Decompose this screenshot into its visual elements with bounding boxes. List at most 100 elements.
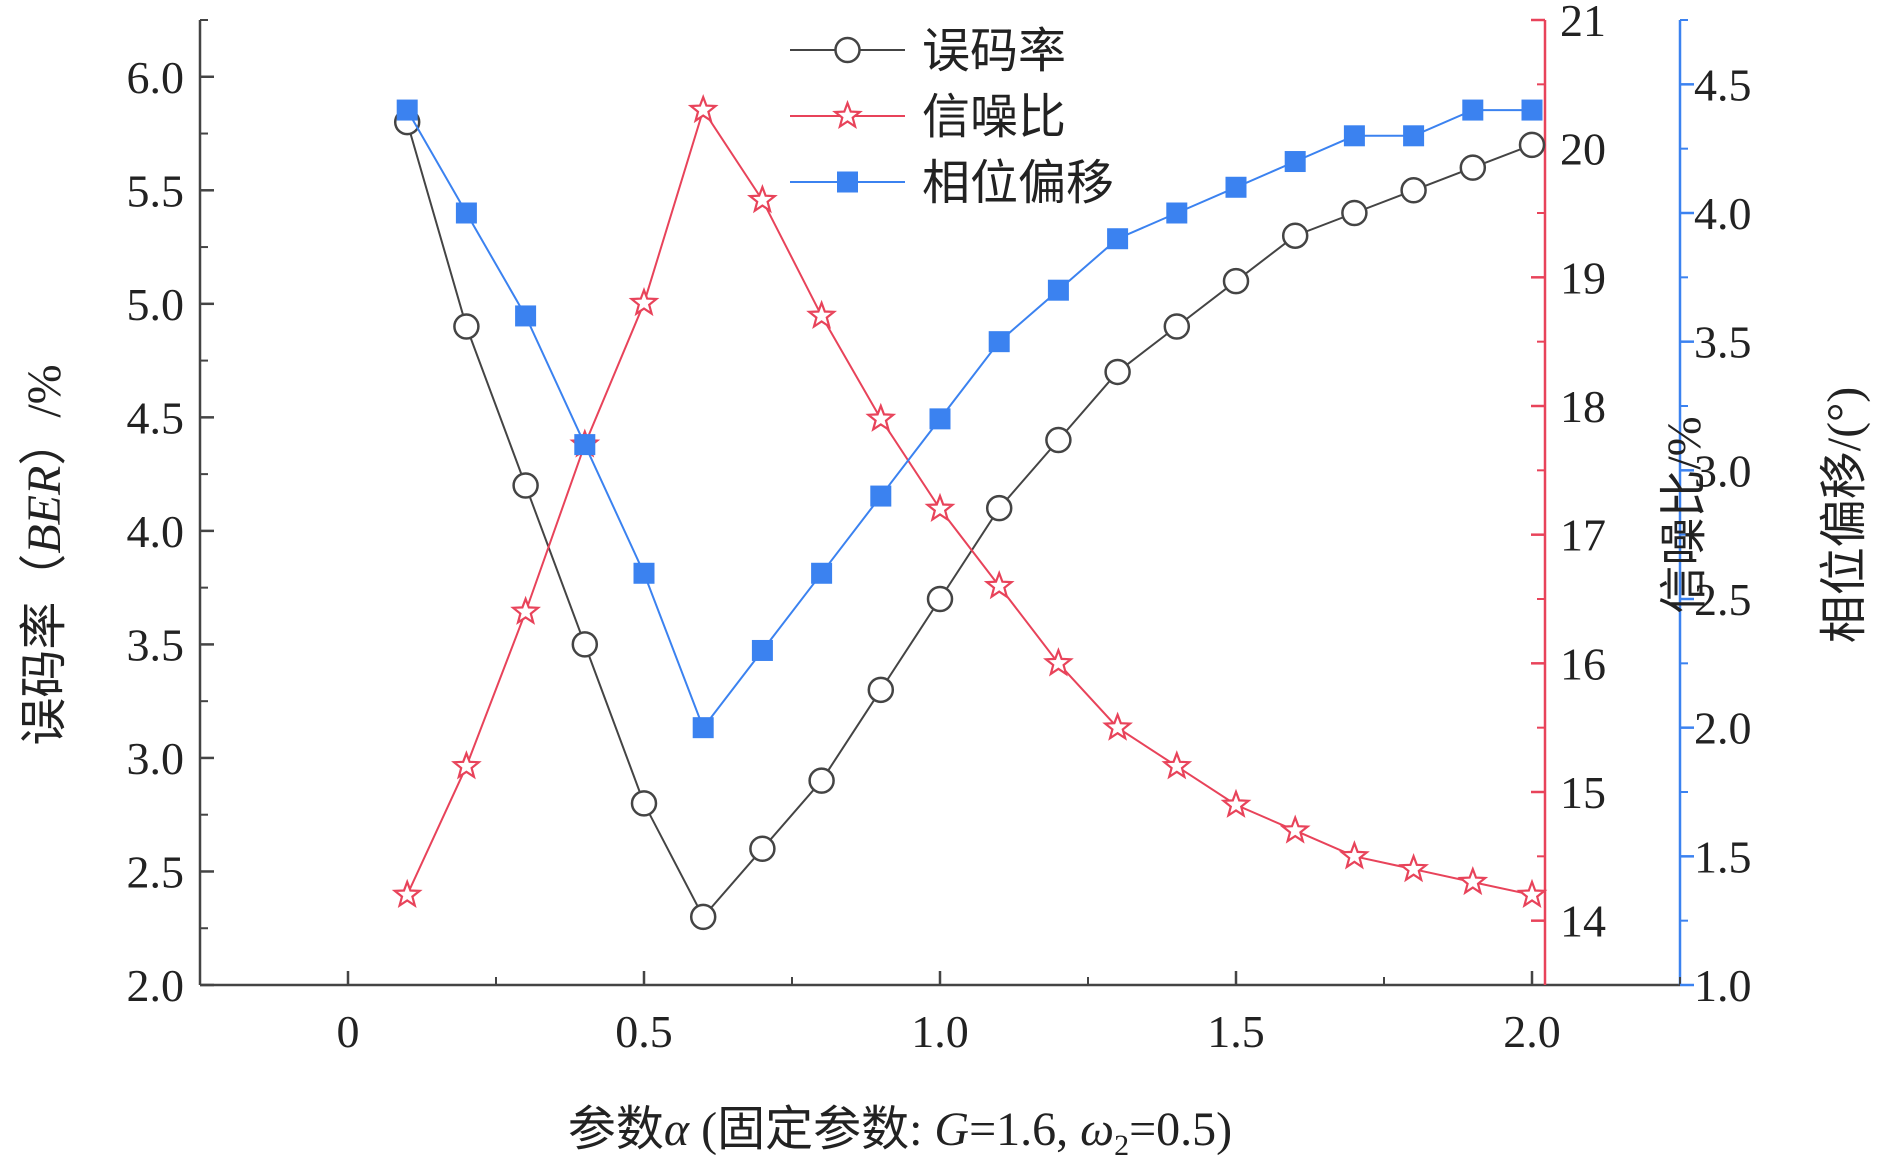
data-point-series-2 [628, 286, 660, 317]
right1-axis-tick-label: 19 [1560, 252, 1606, 303]
data-point-series-3 [1047, 279, 1069, 301]
data-point-series-1 [1222, 267, 1250, 295]
right1-axis-tick-label: 16 [1560, 638, 1606, 689]
x-tick-label: 1.5 [1207, 1006, 1265, 1057]
data-point-series-3 [870, 485, 892, 507]
data-point-series-3 [515, 305, 537, 327]
data-point-series-3 [455, 202, 477, 224]
data-point-series-3 [1521, 99, 1543, 121]
data-point-series-1 [1341, 199, 1368, 227]
left-axis-tick-label: 6.0 [127, 52, 185, 103]
data-point-series-3 [751, 639, 773, 661]
left-axis-tick-label: 5.0 [127, 279, 185, 330]
right2-axis-tick-label: 2.5 [1694, 574, 1752, 625]
left-axis-tick-label: 4.5 [127, 392, 185, 443]
legend-label: 信噪比 [922, 91, 1066, 144]
data-point-series-2 [806, 299, 837, 330]
data-point-series-3 [811, 562, 833, 584]
data-point-series-3 [1166, 202, 1188, 224]
data-point-series-2 [924, 492, 956, 523]
axis-ticks: 0 0.5 1.0 1.5 2.0 2.0 2.5 3.0 3.5 4.0 4.5 5.0 5.5 6.0… [127, 0, 1752, 1057]
data-point-series-1 [985, 494, 1013, 522]
data-point-series-2 [1220, 788, 1252, 818]
x-tick-label: 0 [337, 1006, 360, 1057]
right1-axis-tick-label: 21 [1560, 0, 1606, 46]
data-point-series-1 [1163, 313, 1191, 340]
left-axis-tick-label: 3.5 [127, 619, 185, 670]
legend-marker [834, 36, 861, 64]
data-point-series-1 [1400, 177, 1427, 204]
legend-label: 相位偏移 [922, 157, 1114, 210]
data-point-series-3 [988, 331, 1010, 353]
series-line-2 [406, 107, 1533, 896]
data-point-series-2 [1102, 711, 1133, 741]
data-point-series-2 [1043, 647, 1074, 677]
data-point-series-1 [926, 585, 954, 613]
data-point-series-1 [749, 835, 776, 863]
right2-axis-tick-label: 4.0 [1694, 188, 1752, 239]
data-point-series-3 [1403, 125, 1425, 147]
right1-axis-tick-label: 20 [1560, 124, 1606, 175]
data-point-series-1 [453, 313, 480, 340]
right2-axis-tick-label: 1.5 [1694, 831, 1752, 882]
legend-marker [832, 99, 863, 130]
data-point-series-1 [1045, 426, 1072, 454]
legend-label: 误码率 [922, 25, 1066, 78]
data-point-series-2 [1279, 814, 1311, 844]
data-point-series-1 [1518, 131, 1546, 159]
data-point-series-3 [633, 562, 655, 584]
data-series [391, 93, 1548, 931]
data-point-series-2 [391, 878, 423, 909]
x-axis-label-mid: (固定参数: [689, 1103, 934, 1156]
left-axis-tick-label: 2.0 [127, 960, 185, 1011]
data-point-series-3 [1343, 125, 1365, 147]
right2-axis-tick-label: 4.5 [1694, 59, 1752, 110]
data-point-series-2 [1457, 865, 1489, 896]
data-point-series-2 [1339, 840, 1370, 870]
data-point-series-1 [808, 767, 835, 794]
data-point-series-3 [1225, 176, 1247, 198]
x-axis-label-g: G [934, 1103, 969, 1156]
left-axis-tick-label: 2.5 [127, 846, 185, 897]
data-point-series-2 [983, 569, 1015, 600]
left-axis-label-italic: BER [18, 466, 71, 554]
data-point-series-3 [574, 434, 596, 456]
data-point-series-1 [512, 472, 539, 499]
left-axis-tick-label: 4.0 [127, 506, 185, 557]
data-point-series-3 [929, 408, 951, 430]
data-point-series-2 [1516, 878, 1548, 909]
x-axis-label-omega: ω [1080, 1103, 1114, 1156]
right1-axis-label: 信噪比/% [1658, 416, 1711, 613]
right1-axis-tick-label: 17 [1560, 510, 1606, 561]
x-tick-label: 0.5 [615, 1006, 673, 1057]
x-tick-label: 1.0 [911, 1006, 969, 1057]
legend-marker [837, 171, 858, 193]
x-axis-label-suffix: =0.5) [1129, 1103, 1232, 1156]
right2-axis-tick-label: 1.0 [1694, 960, 1752, 1011]
data-point-series-1 [867, 676, 895, 704]
x-axis-label-omega-sub: 2 [1114, 1129, 1129, 1162]
data-point-series-1 [630, 790, 658, 817]
right1-axis-tick-label: 14 [1560, 896, 1606, 947]
data-point-series-3 [1107, 228, 1129, 250]
right2-axis-tick-label: 3.0 [1694, 445, 1752, 496]
right1-axis-tick-label: 15 [1560, 767, 1606, 818]
data-point-series-3 [396, 99, 418, 121]
data-point-series-1 [689, 903, 717, 931]
left-axis-label-suffix: ）/% [18, 364, 71, 465]
data-point-series-2 [1161, 750, 1193, 780]
x-axis-label-alpha: α [664, 1103, 690, 1156]
data-point-series-2 [747, 183, 778, 214]
right1-axis-tick-label: 18 [1560, 381, 1606, 432]
left-axis-label-prefix: 误码率（ [18, 554, 71, 746]
data-point-series-2 [1398, 853, 1429, 883]
left-axis-label: 误码率（BER）/% [18, 364, 71, 745]
data-point-series-2 [451, 750, 482, 780]
x-axis-label-prefix: 参数 [568, 1103, 664, 1156]
data-point-series-2 [510, 595, 541, 625]
data-point-series-1 [571, 631, 599, 658]
data-point-series-2 [865, 402, 897, 432]
